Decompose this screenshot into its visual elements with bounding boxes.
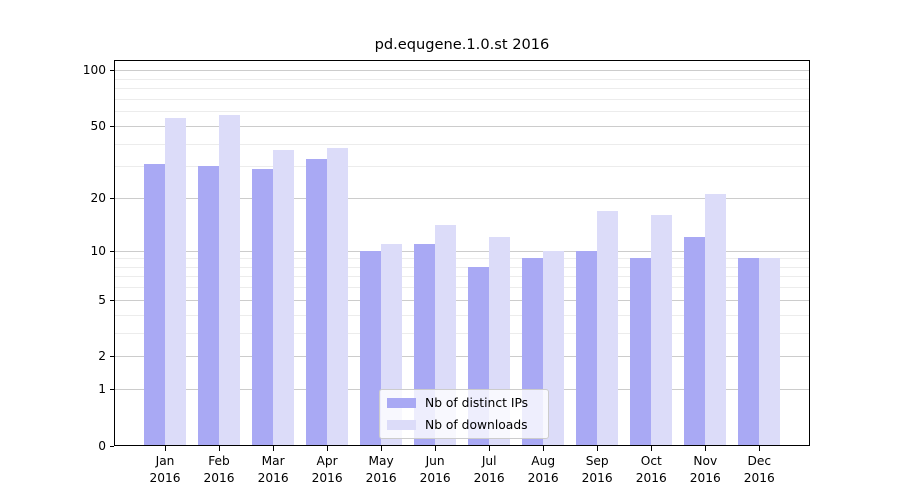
bar-downloads-mar [273,149,295,446]
bar-distinct-ips-dec [738,258,760,446]
bar-downloads-dec [759,258,781,446]
bar-distinct-ips-mar [251,169,274,446]
legend-item-distinct-ips: Nb of distinct IPs [380,394,548,412]
x-tick-label-may: May 2016 [365,454,397,485]
y-tick-mark-20 [110,198,114,200]
gridline-70 [114,98,810,100]
bar-distinct-ips-oct [630,258,652,446]
y-tick-label-50: 50 [90,118,106,133]
gridline-20 [114,198,810,199]
bar-downloads-oct [651,215,673,446]
y-tick-label-10: 10 [90,243,106,258]
x-tick-mark-jul [489,446,491,451]
gridline-9 [114,258,810,260]
x-tick-mark-may [381,446,383,451]
bar-distinct-ips-feb [197,166,219,446]
legend: Nb of distinct IPs Nb of downloads [379,389,549,439]
plot-area: Nb of distinct IPs Nb of downloads [114,60,810,446]
bar-distinct-ips-nov [684,237,706,446]
y-tick-mark-100 [110,70,114,72]
gridline-5 [114,299,810,301]
x-tick-mark-nov [705,446,707,451]
legend-label-distinct-ips: Nb of distinct IPs [425,396,529,410]
y-tick-mark-50 [110,125,114,127]
gridline-3 [114,332,810,334]
x-tick-label-jan: Jan 2016 [149,454,181,485]
gridline-10 [114,250,810,252]
x-tick-mark-dec [759,446,761,451]
bar-distinct-ips-jan [143,163,165,446]
x-tick-mark-mar [273,446,275,451]
x-tick-label-sep: Sep 2016 [581,454,613,485]
x-tick-label-nov: Nov 2016 [689,454,721,485]
bar-downloads-sep [597,210,619,446]
legend-swatch-distinct-ips [387,397,416,409]
y-tick-label-2: 2 [98,349,106,364]
y-tick-label-20: 20 [90,191,106,205]
bar-downloads-nov [705,194,727,446]
gridline-8 [114,266,810,268]
legend-swatch-downloads [387,419,416,431]
x-tick-label-mar: Mar 2016 [257,454,289,485]
bar-downloads-apr [327,147,349,446]
bar-distinct-ips-sep [576,250,598,446]
y-tick-mark-2 [110,356,114,358]
gridline-100 [114,70,810,72]
x-tick-mark-oct [651,446,653,451]
gridline-40 [114,143,810,145]
x-tick-mark-jun [435,446,437,451]
bar-downloads-jan [165,118,187,446]
x-tick-mark-jan [165,446,167,451]
y-tick-mark-5 [110,299,114,301]
y-tick-label-1: 1 [98,382,106,397]
gridline-7 [114,276,810,278]
x-tick-label-dec: Dec 2016 [743,454,775,485]
x-tick-mark-aug [543,446,545,451]
bar-distinct-ips-may [359,250,382,446]
chart-title: pd.equgene.1.0.st 2016 [374,36,550,53]
gridline-60 [114,111,810,113]
x-tick-label-jul: Jul 2016 [473,454,505,485]
gridline-80 [114,88,810,90]
x-tick-label-oct: Oct 2016 [635,454,667,485]
y-tick-label-0: 0 [98,438,106,453]
x-tick-mark-sep [597,446,599,451]
y-tick-mark-10 [110,250,114,252]
x-tick-label-feb: Feb 2016 [203,454,235,485]
x-tick-label-jun: Jun 2016 [419,454,451,485]
legend-label-downloads: Nb of downloads [425,418,528,432]
y-tick-label-5: 5 [98,292,106,307]
legend-item-downloads: Nb of downloads [380,416,548,434]
gridline-90 [114,78,810,80]
gridline-6 [114,287,810,289]
x-tick-label-apr: Apr 2016 [311,454,343,485]
gridline-50 [114,125,810,127]
bar-distinct-ips-apr [305,158,328,446]
x-tick-mark-apr [327,446,329,451]
x-tick-label-aug: Aug 2016 [527,454,559,485]
y-tick-mark-1 [110,389,114,391]
y-tick-label-100: 100 [82,63,106,78]
gridline-4 [114,314,810,316]
gridline-2 [114,356,810,358]
x-tick-mark-feb [219,446,221,451]
bar-downloads-feb [219,115,241,446]
y-tick-mark-0 [110,445,114,447]
gridline-30 [114,166,810,168]
